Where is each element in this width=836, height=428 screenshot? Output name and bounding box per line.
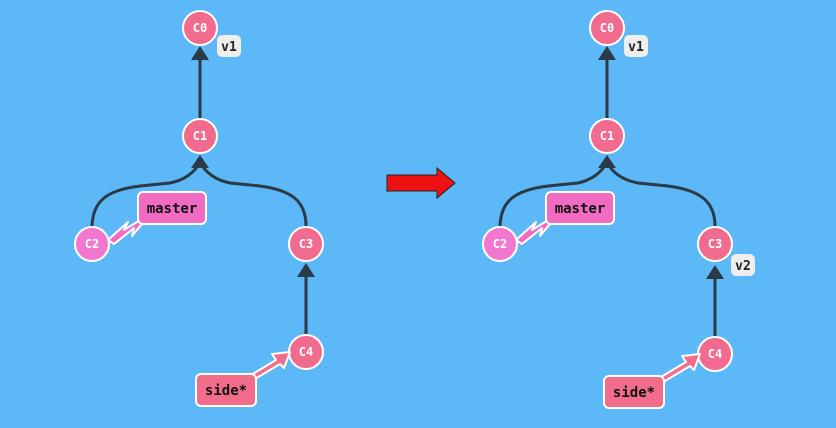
branch-label: side*: [613, 385, 655, 401]
tag-label: v1: [221, 40, 237, 55]
commit-node: [74, 226, 110, 262]
commit-node: [288, 226, 324, 262]
commit-label: C0: [193, 21, 207, 35]
commit-node: [182, 118, 218, 154]
after-panel: C0 C1 C2 C3 C4 v1 v2: [482, 10, 755, 409]
branch-label: side*: [205, 383, 247, 399]
commit-c2[interactable]: C2: [482, 226, 518, 262]
commit-label: C4: [299, 345, 313, 359]
branch-side[interactable]: side*: [603, 353, 701, 409]
commit-label: C2: [85, 237, 99, 251]
branch-label: master: [555, 201, 606, 217]
tag-box: [624, 35, 648, 57]
edge-c3-c1: [605, 161, 717, 227]
commit-node: [182, 10, 218, 46]
tag-label: v2: [735, 259, 751, 274]
commit-c0[interactable]: C0: [182, 10, 218, 46]
edge-arrowhead-c3: [297, 263, 315, 277]
branch-box: [603, 375, 665, 409]
tag-v1[interactable]: v1: [624, 35, 648, 57]
commit-label: C1: [600, 129, 614, 143]
commit-label: C2: [493, 237, 507, 251]
commit-label: C3: [708, 237, 722, 251]
branch-box: [137, 191, 207, 225]
branch-master[interactable]: master: [515, 191, 615, 245]
commit-node: [589, 10, 625, 46]
edge-arrowhead-c1: [191, 155, 209, 168]
tag-box: [731, 254, 755, 276]
commit-node: [589, 118, 625, 154]
edge-c2-c1: [90, 161, 202, 229]
branch-side[interactable]: side*: [195, 351, 291, 407]
tag-v1[interactable]: v1: [217, 35, 241, 57]
tag-label: v1: [628, 40, 644, 55]
commit-c0[interactable]: C0: [589, 10, 625, 46]
commit-c4[interactable]: C4: [697, 336, 733, 372]
branch-master[interactable]: master: [107, 191, 207, 245]
commit-c1[interactable]: C1: [182, 118, 218, 154]
edge-arrowhead-c0: [191, 46, 209, 60]
commit-label: C3: [299, 237, 313, 251]
tag-v2[interactable]: v2: [731, 254, 755, 276]
edge-arrowhead-c1: [598, 155, 616, 168]
commit-c4[interactable]: C4: [288, 334, 324, 370]
tag-box: [217, 35, 241, 57]
commit-label: C1: [193, 129, 207, 143]
commit-label: C0: [600, 21, 614, 35]
branch-box: [195, 373, 257, 407]
edge-arrowhead-c3: [706, 265, 724, 279]
commit-c2[interactable]: C2: [74, 226, 110, 262]
commit-node: [697, 226, 733, 262]
branch-label: master: [147, 201, 198, 217]
commit-c1[interactable]: C1: [589, 118, 625, 154]
edge-c2-c1: [498, 161, 609, 229]
commit-c3[interactable]: C3: [697, 226, 733, 262]
edge-arrowhead-c0: [598, 46, 616, 60]
branch-box: [545, 191, 615, 225]
before-panel: C0 C1 C2 C3 C4 v1 master: [74, 10, 324, 407]
right-arrow-icon: [386, 166, 456, 200]
commit-c3[interactable]: C3: [288, 226, 324, 262]
commit-node: [482, 226, 518, 262]
commit-label: C4: [708, 347, 722, 361]
edge-c3-c1: [198, 161, 308, 227]
